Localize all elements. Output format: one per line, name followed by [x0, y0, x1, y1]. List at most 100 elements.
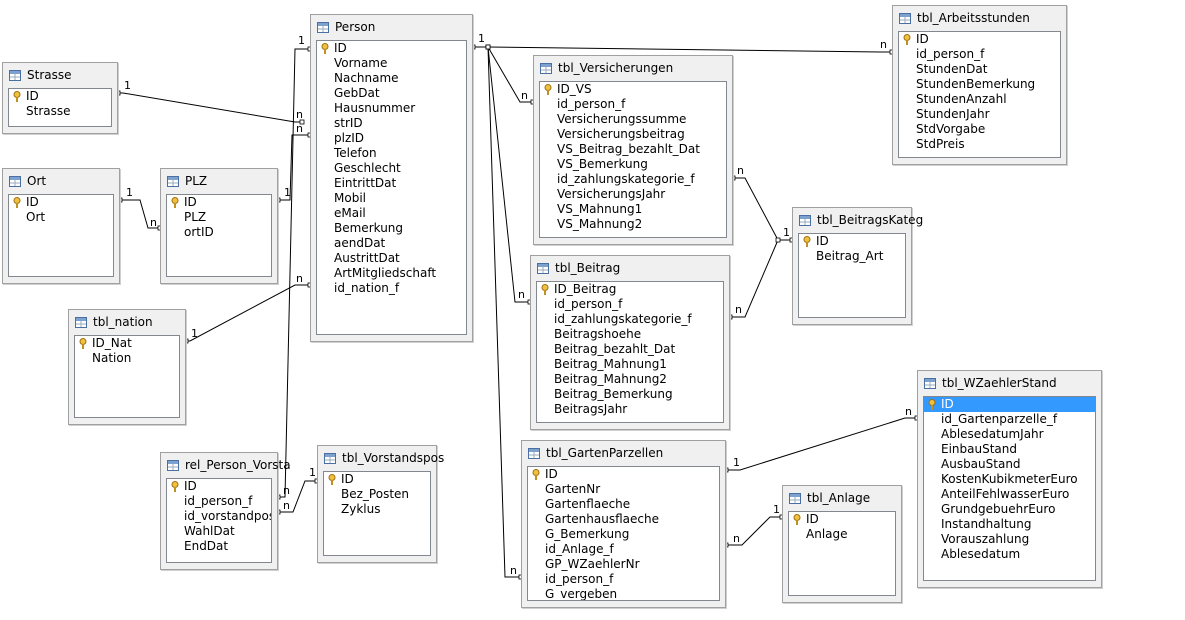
field[interactable]: EintrittDat	[317, 176, 466, 191]
field[interactable]: VS_Mahnung2	[540, 217, 726, 232]
field[interactable]: ID_VS	[540, 82, 726, 97]
field[interactable]: Geschlecht	[317, 161, 466, 176]
field[interactable]: AnteilFehlwasserEuro	[924, 487, 1095, 502]
field[interactable]: Versicherungsbeitrag	[540, 127, 726, 142]
field[interactable]: WahlDat	[167, 524, 271, 539]
field[interactable]: ID	[899, 32, 1060, 47]
field[interactable]: Nation	[75, 351, 179, 366]
field[interactable]: Vorauszahlung	[924, 532, 1095, 547]
field[interactable]: GP_WZaehlerNr	[528, 557, 719, 572]
field[interactable]: Telefon	[317, 146, 466, 161]
table-window[interactable]: Person ID Vorname Nachname GebDat Hausnummer s…	[310, 14, 473, 342]
field[interactable]: plzID	[317, 131, 466, 146]
field[interactable]: ID	[324, 472, 430, 487]
field[interactable]: id_person_f	[540, 97, 726, 112]
field[interactable]: Ort	[9, 210, 113, 225]
field[interactable]: Nachname	[317, 71, 466, 86]
field[interactable]: Zyklus	[324, 502, 430, 517]
table-window[interactable]: tbl_Anlage ID Anlage	[782, 485, 902, 603]
field[interactable]: AblesedatumJahr	[924, 427, 1095, 442]
field[interactable]: BeitragsJahr	[537, 402, 723, 417]
field[interactable]: ID	[789, 512, 895, 527]
field[interactable]: strID	[317, 116, 466, 131]
field[interactable]: ID_Nat	[75, 336, 179, 351]
field[interactable]: id_Gartenparzelle_f	[924, 412, 1095, 427]
field[interactable]: Beitrag_bezahlt_Dat	[537, 342, 723, 357]
field[interactable]: StundenJahr	[899, 107, 1060, 122]
field[interactable]: EinbauStand	[924, 442, 1095, 457]
field[interactable]: StundenBemerkung	[899, 77, 1060, 92]
table-window[interactable]: tbl_Versicherungen ID_VS id_person_f Versic…	[533, 55, 733, 245]
field[interactable]: Gartenflaeche	[528, 497, 719, 512]
table-window[interactable]: tbl_Beitrag ID_Beitrag id_person_f id_zahlu…	[530, 255, 730, 430]
field[interactable]: Mobil	[317, 191, 466, 206]
field[interactable]: StundenDat	[899, 62, 1060, 77]
field[interactable]: Beitrag_Mahnung2	[537, 372, 723, 387]
field[interactable]: VS_Bemerkung	[540, 157, 726, 172]
table-window[interactable]: PLZ ID PLZ ortID	[160, 168, 278, 284]
field[interactable]: VS_Beitrag_bezahlt_Dat	[540, 142, 726, 157]
field[interactable]: id_vorstandposte	[167, 509, 271, 524]
field[interactable]: Vorname	[317, 56, 466, 71]
table-window[interactable]: Strasse ID Strasse	[2, 62, 118, 134]
field[interactable]: G_Bemerkung	[528, 527, 719, 542]
field[interactable]: ID	[9, 195, 113, 210]
field[interactable]: AustrittDat	[317, 251, 466, 266]
field[interactable]: ArtMitgliedschaft	[317, 266, 466, 281]
field[interactable]: Versicherungssumme	[540, 112, 726, 127]
field[interactable]: VS_Mahnung1	[540, 202, 726, 217]
field[interactable]: PLZ	[167, 210, 271, 225]
table-window[interactable]: tbl_Vorstandspos ID Bez_Posten Zyklus	[317, 445, 444, 563]
field[interactable]: GebDat	[317, 86, 466, 101]
field[interactable]: Beitragshoehe	[537, 327, 723, 342]
field[interactable]: id_zahlungskategorie_f	[540, 172, 726, 187]
field[interactable]: Instandhaltung	[924, 517, 1095, 532]
field[interactable]: Anlage	[789, 527, 895, 542]
field[interactable]: Beitrag_Mahnung1	[537, 357, 723, 372]
table-window[interactable]: tbl_Arbeitsstunden ID id_person_f StundenDa…	[892, 5, 1067, 165]
field[interactable]: id_zahlungskategorie_f	[537, 312, 723, 327]
field[interactable]: VersicherungsJahr	[540, 187, 726, 202]
table-window[interactable]: tbl_WZaehlerStand ID id_Gartenparzelle_f Ab…	[917, 370, 1102, 588]
field[interactable]: Ablesedatum	[924, 547, 1095, 562]
field[interactable]: StdPreis	[899, 137, 1060, 152]
field[interactable]: Bez_Posten	[324, 487, 430, 502]
field[interactable]: eMail	[317, 206, 466, 221]
field[interactable]: id_Anlage_f	[528, 542, 719, 557]
field[interactable]: GartenNr	[528, 482, 719, 497]
field[interactable]: GrundgebuehrEuro	[924, 502, 1095, 517]
field[interactable]: EndDat	[167, 539, 271, 554]
table-window[interactable]: Ort ID Ort	[2, 168, 120, 284]
field[interactable]: ID	[924, 397, 1095, 412]
field[interactable]: ID	[317, 41, 466, 56]
table-window[interactable]: rel_Person_Vorsta ID id_person_f id_vorstan…	[160, 452, 291, 570]
field[interactable]: StundenAnzahl	[899, 92, 1060, 107]
field[interactable]: Hausnummer	[317, 101, 466, 116]
field[interactable]: id_person_f	[167, 494, 271, 509]
field-name: id_Anlage_f	[545, 542, 614, 556]
field[interactable]: aendDat	[317, 236, 466, 251]
table-window[interactable]: tbl_GartenParzellen ID GartenNr Gartenflaec…	[521, 440, 726, 608]
field[interactable]: ID_Beitrag	[537, 282, 723, 297]
field[interactable]: KostenKubikmeterEuro	[924, 472, 1095, 487]
field[interactable]: id_person_f	[537, 297, 723, 312]
field[interactable]: id_person_f	[899, 47, 1060, 62]
field[interactable]: ID	[167, 195, 271, 210]
field[interactable]: ID	[167, 479, 271, 494]
field[interactable]: ID	[799, 234, 905, 249]
field[interactable]: ortID	[167, 225, 271, 240]
field[interactable]: Strasse	[9, 104, 111, 119]
field[interactable]: id_nation_f	[317, 281, 466, 296]
table-window[interactable]: tbl_BeitragsKateg ID Beitrag_Art	[792, 207, 923, 325]
field[interactable]: ID	[9, 89, 111, 104]
field[interactable]: AusbauStand	[924, 457, 1095, 472]
field[interactable]: Beitrag_Art	[799, 249, 905, 264]
field[interactable]: Beitrag_Bemerkung	[537, 387, 723, 402]
table-window[interactable]: tbl_nation ID_Nat Nation	[68, 309, 186, 425]
field[interactable]: ID	[528, 467, 719, 482]
field[interactable]: id_person_f	[528, 572, 719, 587]
field[interactable]: StdVorgabe	[899, 122, 1060, 137]
field[interactable]: Bemerkung	[317, 221, 466, 236]
field[interactable]: Gartenhausflaeche	[528, 512, 719, 527]
field[interactable]: G_vergeben	[528, 587, 719, 600]
